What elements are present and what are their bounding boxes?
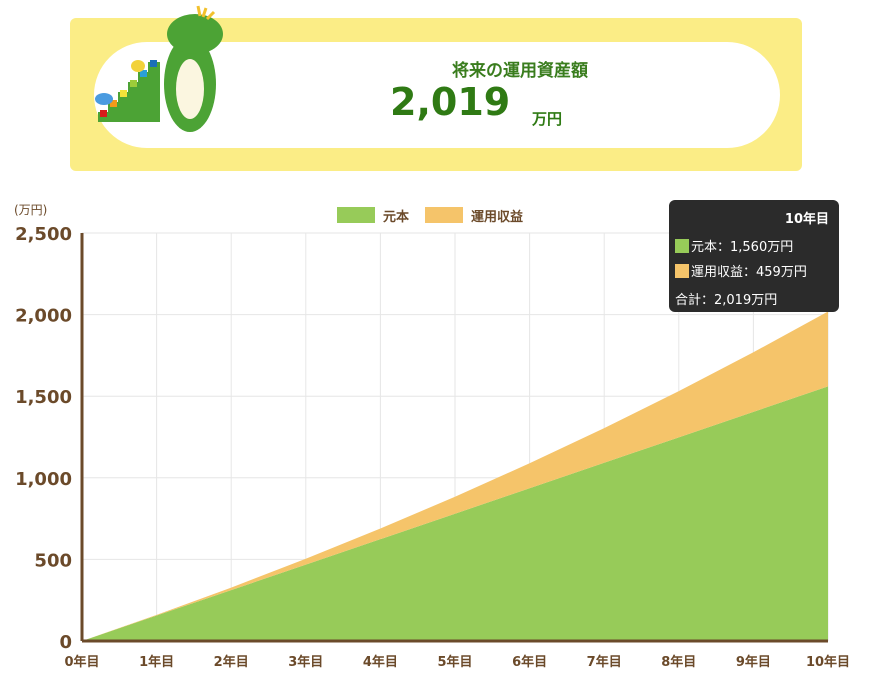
y-tick-label: 2,000 <box>15 306 72 327</box>
result-amount: 2,019 <box>390 80 511 124</box>
y-tick-label: 2,500 <box>15 224 72 245</box>
x-tick-label: 4年目 <box>363 654 398 670</box>
x-tick-label: 6年目 <box>512 654 547 670</box>
tooltip-principal: 元本：1,560万円 <box>691 240 794 255</box>
x-tick-label: 5年目 <box>437 654 472 670</box>
result-title: 将来の運用資産額 <box>452 61 588 81</box>
crocodile-mascot-icon <box>95 5 223 132</box>
result-banner: 将来の運用資産額 2,019 万円 <box>70 5 802 171</box>
x-tick-label: 0年目 <box>64 654 99 670</box>
x-tick-label: 9年目 <box>736 654 771 670</box>
legend-swatch <box>337 207 375 223</box>
legend-swatch <box>425 207 463 223</box>
x-tick-label: 7年目 <box>587 654 622 670</box>
principal-swatch-icon <box>675 238 689 253</box>
x-tick-label: 3年目 <box>288 654 323 670</box>
tooltip-total: 合計：2,019万円 <box>675 293 778 308</box>
x-tick-label: 10年目 <box>806 654 850 670</box>
result-unit: 万円 <box>532 110 563 128</box>
y-axis-unit: (万円) <box>14 203 47 217</box>
y-tick-label: 1,000 <box>15 469 72 490</box>
x-tick-label: 1年目 <box>139 654 174 670</box>
y-tick-label: 0 <box>59 632 72 653</box>
chart-tooltip: 10年目 元本：1,560万円 運用収益：459万円 合計：2,019万円 <box>669 200 839 312</box>
y-tick-label: 1,500 <box>15 387 72 408</box>
legend-label: 運用収益 <box>471 209 523 225</box>
x-tick-label: 2年目 <box>214 654 249 670</box>
y-tick-label: 500 <box>34 550 72 571</box>
tooltip-gain: 運用収益：459万円 <box>691 265 807 280</box>
gain-swatch-icon <box>675 263 689 278</box>
legend-label: 元本 <box>383 209 409 225</box>
tooltip-title: 10年目 <box>784 212 829 227</box>
x-tick-label: 8年目 <box>661 654 696 670</box>
